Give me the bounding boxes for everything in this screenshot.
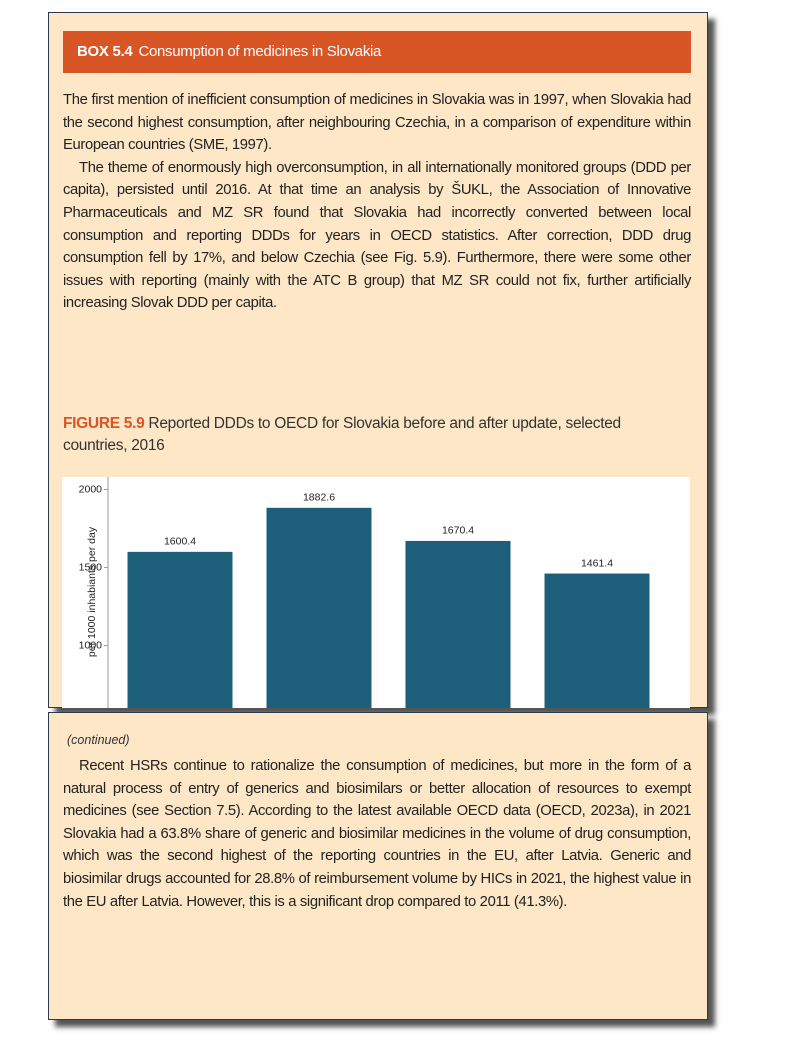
value-label: 1600.4 [164,536,196,548]
bar [544,573,650,708]
value-label: 1670.4 [442,525,474,537]
bar [266,507,372,708]
box-text: The first mention of inefficient consump… [63,89,691,315]
continued-text: Recent HSRs continue to rationalize the … [63,755,691,913]
continued-box: (continued) Recent HSRs continue to rati… [48,712,708,1020]
paragraph: The first mention of inefficient consump… [63,92,691,154]
y-tick-label: 2000 [79,483,103,495]
value-label: 1882.6 [303,492,335,504]
bar [127,551,233,708]
y-axis-label: per 1000 inhabiants per day [86,526,98,657]
value-label: 1461.4 [581,557,613,569]
y-tick-label: 1500 [79,561,103,573]
box-label: BOX 5.4 [77,43,133,60]
figure-title: Reported DDDs to OECD for Slovakia befor… [63,415,621,454]
figure-label: FIGURE 5.9 [63,415,145,432]
paragraph: Recent HSRs continue to rationalize the … [63,758,691,910]
box-title: Consumption of medicines in Slovakia [138,43,382,60]
continued-label: (continued) [67,733,130,747]
figure-caption: FIGURE 5.9 Reported DDDs to OECD for Slov… [63,413,663,457]
y-tick-label: 1000 [79,639,103,651]
bar [405,540,511,708]
box-header: BOX 5.4 Consumption of medicines in Slova… [63,31,691,73]
chart: per 1000 inhabiants per day 1000 1500 2000… [62,477,690,708]
paragraph: The theme of enormously high overconsump… [63,159,691,312]
